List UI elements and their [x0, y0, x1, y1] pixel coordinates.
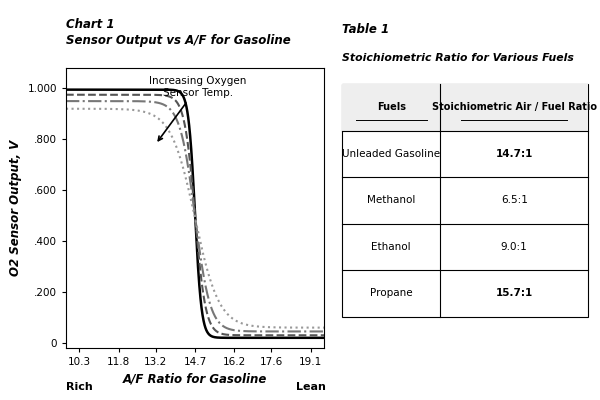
Text: Methanol: Methanol [367, 195, 415, 205]
X-axis label: A/F Ratio for Gasoline: A/F Ratio for Gasoline [123, 372, 267, 386]
Text: Chart 1: Chart 1 [66, 18, 115, 31]
Text: 15.7:1: 15.7:1 [496, 288, 533, 298]
Text: Ethanol: Ethanol [371, 242, 411, 252]
Y-axis label: O2 Sensor Output, V: O2 Sensor Output, V [9, 140, 22, 276]
Text: Unleaded Gasoline: Unleaded Gasoline [342, 149, 440, 159]
Text: Table 1: Table 1 [342, 23, 389, 36]
Text: 6.5:1: 6.5:1 [501, 195, 527, 205]
Text: Increasing Oxygen
Sensor Temp.: Increasing Oxygen Sensor Temp. [149, 76, 247, 141]
Text: Stoichiometric Air / Fuel Ratio: Stoichiometric Air / Fuel Ratio [431, 102, 596, 112]
Text: Lean: Lean [296, 382, 326, 392]
Text: Stoichiometric Ratio for Various Fuels: Stoichiometric Ratio for Various Fuels [342, 53, 574, 63]
Text: 9.0:1: 9.0:1 [501, 242, 527, 252]
Text: Propane: Propane [370, 288, 413, 298]
Text: Sensor Output vs A/F for Gasoline: Sensor Output vs A/F for Gasoline [66, 34, 291, 47]
Text: Rich: Rich [66, 382, 92, 392]
Text: Fuels: Fuels [377, 102, 406, 112]
Text: 14.7:1: 14.7:1 [496, 149, 533, 159]
